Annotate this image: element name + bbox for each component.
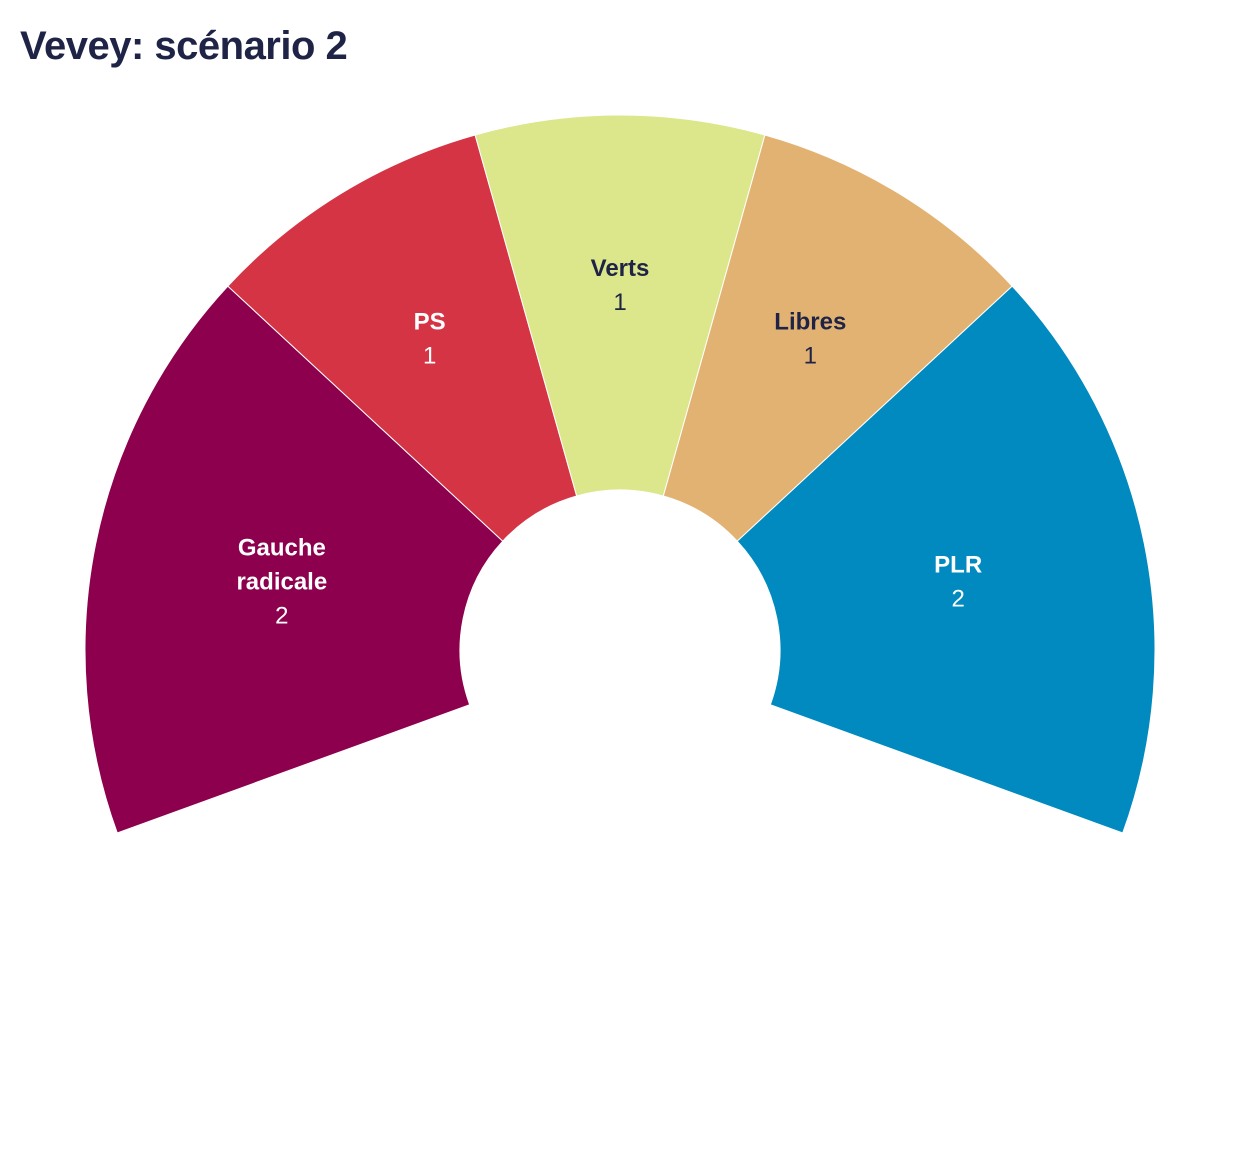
segment-ps: [227, 134, 578, 542]
label-name-libres: Libres: [774, 309, 846, 336]
label-ps: PS 1: [414, 309, 446, 370]
label-plr: PLR 2: [934, 552, 982, 613]
label-verts: Verts 1: [591, 255, 650, 316]
label-value-ps: 1: [423, 343, 436, 370]
label-value-gauche-radicale: 2: [275, 603, 288, 630]
label-name-verts: Verts: [591, 255, 650, 282]
chart-labels: Gauche radicale 2 PS 1 Verts 1 Libres 1 PLR 2: [236, 255, 982, 630]
segment-plr: [736, 285, 1156, 834]
label-gauche-radicale: Gauche radicale 2: [236, 535, 327, 630]
label-name-ps: PS: [414, 309, 446, 336]
chart-title: Vevey: scénario 2: [20, 24, 348, 68]
label-value-verts: 1: [613, 289, 626, 316]
label-name-gauche-radicale: Gauche: [238, 535, 326, 562]
segment-libres: [662, 134, 1013, 542]
label-name-gauche-radicale: radicale: [236, 569, 327, 596]
label-value-plr: 2: [951, 586, 964, 613]
segment-verts: [474, 114, 766, 497]
label-name-plr: PLR: [934, 552, 982, 579]
chart-segments: [84, 114, 1156, 834]
label-value-libres: 1: [804, 343, 817, 370]
segment-gauche-radicale: [84, 285, 504, 834]
label-libres: Libres 1: [774, 309, 846, 370]
